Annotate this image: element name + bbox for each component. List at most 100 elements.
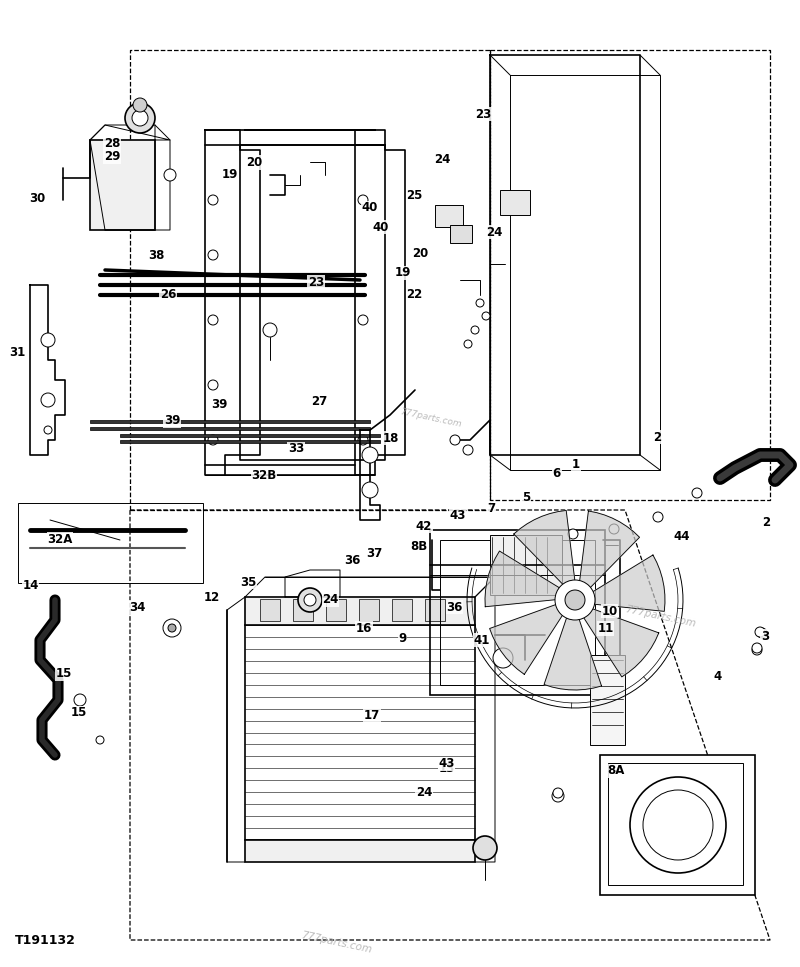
Bar [18,503,203,583]
Text: 3: 3 [761,630,769,643]
Text: 43: 43 [450,509,466,522]
Text: 17: 17 [364,709,380,722]
Text: 777parts.com: 777parts.com [624,604,696,630]
Bar [120,440,380,443]
Text: 10: 10 [602,604,618,618]
Circle shape [692,488,702,498]
Bar [90,427,370,430]
Text: 8B: 8B [410,540,428,553]
Text: 42: 42 [416,519,432,533]
Text: 6: 6 [553,467,561,481]
Bar [120,434,380,437]
Bar [608,763,743,885]
Text: 30: 30 [30,191,46,205]
Text: 23: 23 [308,276,324,289]
Text: 11: 11 [598,622,614,635]
Bar [245,840,475,862]
Circle shape [568,529,578,539]
Circle shape [163,619,181,637]
Text: 32A: 32A [47,533,73,546]
Bar [245,625,475,840]
Text: T191132: T191132 [15,934,76,947]
Bar [260,599,280,621]
Text: 14: 14 [22,578,38,592]
Circle shape [125,103,155,133]
Circle shape [473,836,497,860]
Text: 29: 29 [104,150,120,163]
Bar [425,599,445,621]
Text: 26: 26 [160,288,176,302]
Circle shape [555,580,595,620]
Text: 19: 19 [395,266,411,279]
Circle shape [263,323,277,337]
Circle shape [464,340,472,348]
Text: 24: 24 [322,593,338,606]
Text: 43: 43 [438,757,454,771]
Text: 2: 2 [654,430,662,444]
Text: 2: 2 [762,515,770,529]
Circle shape [471,326,479,334]
Circle shape [208,315,218,325]
Bar [590,655,625,745]
Circle shape [208,435,218,445]
Circle shape [476,299,484,307]
Circle shape [358,315,368,325]
Polygon shape [591,555,665,611]
Polygon shape [490,604,563,674]
Circle shape [362,482,378,498]
Circle shape [653,512,663,522]
Circle shape [752,643,762,653]
Circle shape [552,790,564,802]
Circle shape [133,98,147,112]
Circle shape [643,790,713,860]
Text: 1: 1 [572,457,580,471]
Circle shape [41,333,55,347]
Bar [435,205,463,227]
Bar [392,599,412,621]
Circle shape [74,694,86,706]
Text: 37: 37 [366,546,382,560]
Circle shape [565,590,585,610]
Polygon shape [485,551,561,606]
Circle shape [298,588,322,612]
Circle shape [164,169,176,181]
Circle shape [362,447,378,463]
Circle shape [752,645,762,655]
Circle shape [44,426,52,434]
Text: 31: 31 [10,346,26,360]
Circle shape [463,445,473,455]
Circle shape [553,788,563,798]
Text: 18: 18 [382,431,398,445]
Text: 15: 15 [56,667,72,681]
Circle shape [482,312,490,320]
Circle shape [168,624,176,632]
Circle shape [358,195,368,205]
Polygon shape [514,511,575,586]
Bar [90,140,155,230]
Circle shape [208,250,218,260]
Circle shape [755,627,765,637]
Text: 777parts.com: 777parts.com [300,930,372,955]
Text: 24: 24 [416,786,432,800]
Text: 40: 40 [362,201,378,215]
Circle shape [208,380,218,390]
Text: 19: 19 [222,167,238,181]
Text: 16: 16 [356,622,372,635]
Text: 39: 39 [211,397,227,411]
Circle shape [208,195,218,205]
Circle shape [358,435,368,445]
Bar [490,535,562,595]
Text: 22: 22 [406,288,422,302]
Text: 38: 38 [149,249,165,262]
Circle shape [493,648,513,668]
Circle shape [304,594,316,606]
Text: 13: 13 [438,762,454,776]
Text: 23: 23 [475,107,491,121]
Bar [293,599,313,621]
Text: 15: 15 [70,706,86,719]
Text: 12: 12 [204,591,220,604]
Bar [90,420,370,423]
Text: 44: 44 [674,530,690,543]
Text: 28: 28 [104,136,120,150]
Text: 36: 36 [344,554,360,568]
